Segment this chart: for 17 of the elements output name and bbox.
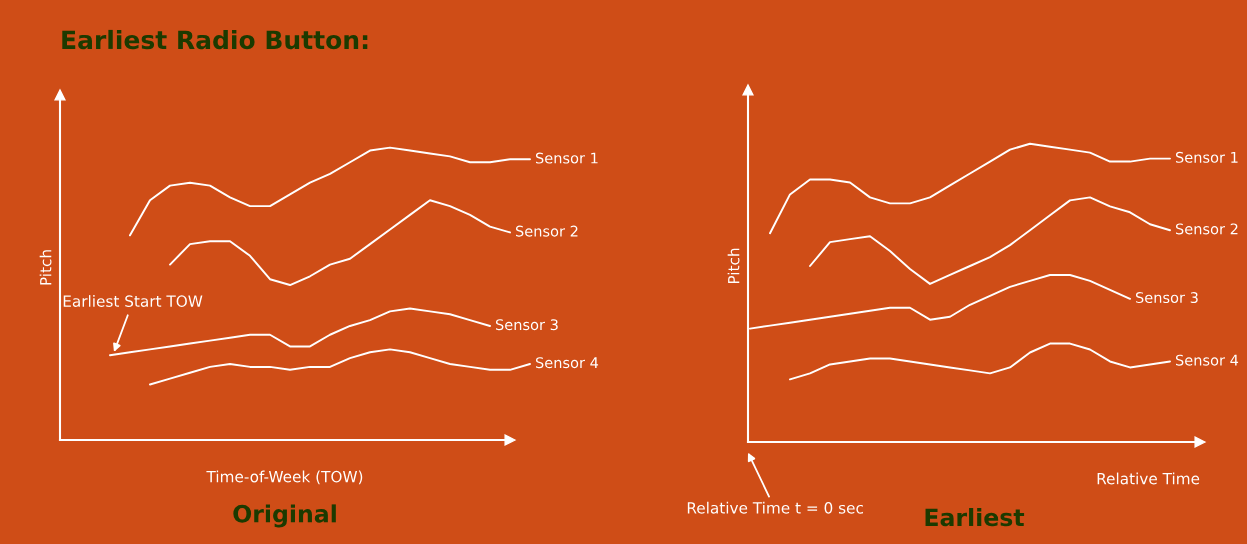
- series-label: Sensor 4: [535, 357, 599, 369]
- text: Earliest: [925, 508, 1025, 527]
- series-label: Sensor 1: [535, 152, 598, 164]
- series-label: Sensor 2: [1175, 223, 1238, 235]
- series-label: Sensor 4: [1175, 354, 1239, 366]
- y-axis-title: Pitch: [39, 250, 52, 285]
- x-axis-title: Relative Time: [1097, 472, 1200, 485]
- annotation: Earliest Start TOW: [63, 295, 203, 307]
- text: Relative Time t = 0 sec: [687, 501, 863, 514]
- series-label: Sensor 2: [515, 225, 578, 237]
- text: Original: [233, 504, 336, 528]
- series-label: Sensor 1: [1175, 151, 1238, 163]
- series-label: Sensor 3: [1135, 292, 1198, 304]
- chart-title: Earliest Radio Button:: [62, 29, 368, 50]
- y-axis-title: Pitch: [727, 248, 740, 284]
- series-label: Sensor 3: [495, 319, 558, 331]
- x-axis-title: Time-of-Week (TOW): [206, 470, 363, 485]
